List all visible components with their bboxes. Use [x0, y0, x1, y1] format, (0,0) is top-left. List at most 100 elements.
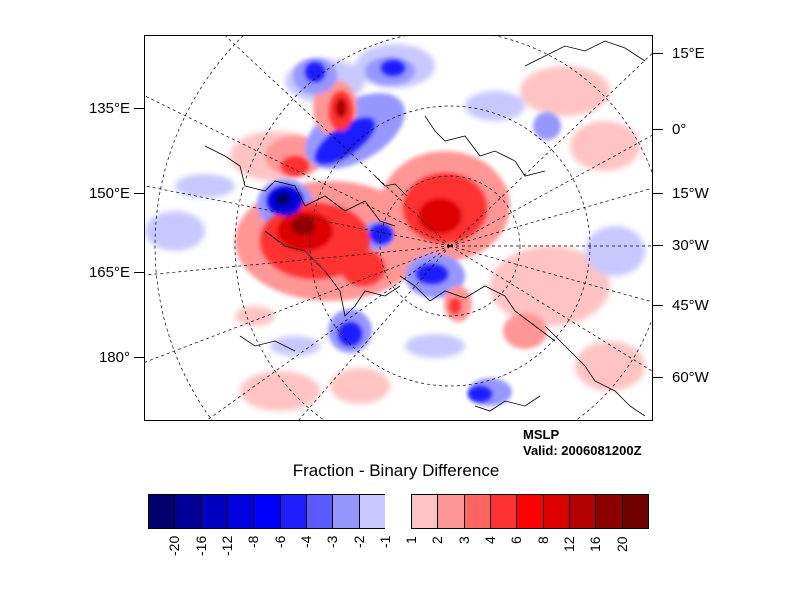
blob	[418, 198, 462, 234]
latitude-circle	[379, 175, 521, 317]
blob	[520, 66, 610, 116]
colorbar-box	[305, 494, 334, 529]
colorbar-level-label: 1	[403, 536, 420, 544]
colorbar-box	[226, 494, 255, 529]
meridian	[206, 245, 451, 420]
colorbar-level-label: 6	[508, 536, 525, 544]
tick-135e	[134, 108, 144, 109]
blob	[405, 334, 465, 358]
lon-label-15w: 15°W	[672, 185, 709, 202]
field-label: MSLP	[523, 427, 560, 442]
colorbar-box	[384, 494, 413, 529]
tick-150e	[134, 193, 144, 194]
tick-15e	[653, 53, 663, 54]
lon-label-30w: 30°W	[672, 237, 709, 254]
colorbar-level-label: 2	[429, 536, 446, 544]
blob	[416, 264, 448, 284]
blob	[305, 62, 325, 82]
blob	[490, 246, 610, 326]
colorbar-level-label: 3	[455, 536, 472, 544]
colorbar-box	[200, 494, 228, 529]
tick-60w	[653, 377, 663, 378]
colorbar-level-label: -16	[192, 535, 209, 556]
colorbar-title: Fraction - Binary Difference	[292, 461, 500, 480]
meridian	[449, 245, 652, 372]
field-strong	[260, 60, 492, 402]
meridian	[449, 134, 652, 247]
colorbar-level-label: -3	[324, 535, 341, 548]
tick-15w	[653, 193, 663, 194]
meridian	[145, 245, 451, 363]
difference-map	[145, 36, 652, 420]
blob	[468, 386, 492, 402]
meridian	[449, 245, 652, 303]
blob	[291, 217, 315, 235]
coastline	[374, 175, 408, 197]
blob	[570, 121, 640, 171]
blob	[449, 298, 461, 314]
colorbar-box	[490, 494, 518, 529]
colorbar	[148, 494, 649, 529]
blob	[465, 91, 525, 121]
colorbar-level-label: -1	[376, 535, 393, 548]
coastline	[424, 115, 546, 177]
tick-180	[134, 357, 144, 358]
lon-label-0: 0°	[672, 121, 687, 138]
blob	[341, 250, 385, 286]
colorbar-box	[621, 494, 649, 529]
colorbar-box	[148, 494, 176, 529]
blob	[145, 211, 205, 251]
colorbar-box	[437, 494, 465, 529]
colorbar-box	[411, 494, 439, 529]
blob	[338, 322, 362, 346]
lon-label-60w: 60°W	[672, 369, 709, 386]
lon-label-135e: 135°E	[88, 100, 130, 117]
coastline	[204, 145, 396, 227]
blob	[281, 156, 309, 176]
colorbar-level-label: 20	[613, 536, 630, 552]
tick-45w	[653, 305, 663, 306]
blob	[503, 313, 547, 349]
blob	[575, 341, 645, 391]
meridian	[449, 53, 652, 247]
colorbar-level-label: 4	[482, 536, 499, 544]
field-light	[145, 44, 645, 411]
colorbar-box	[542, 494, 571, 529]
latitude-circle	[154, 36, 244, 420]
colorbar-box	[595, 494, 623, 529]
lon-label-45w: 45°W	[672, 297, 709, 314]
colorbar-box	[174, 494, 202, 529]
coastline	[239, 335, 296, 352]
colorbar-level-label: -4	[297, 535, 314, 548]
colorbar-level-label: -6	[271, 535, 288, 548]
colorbar-level-label: 8	[534, 536, 551, 544]
valid-time-label: Valid: 2006081200Z	[523, 443, 642, 458]
meridian	[145, 95, 451, 247]
blob	[585, 226, 645, 276]
meridian	[145, 245, 451, 276]
meridian	[449, 187, 652, 247]
colorbar-level-label: 16	[587, 536, 604, 552]
blob	[330, 368, 390, 404]
blob	[270, 336, 320, 356]
colorbar-box	[253, 494, 281, 529]
colorbar-box	[279, 494, 307, 529]
coastlines	[204, 40, 646, 417]
colorbar-box	[332, 494, 360, 529]
blob	[381, 60, 405, 76]
coastline	[544, 325, 646, 417]
colorbar-level-label: -8	[245, 535, 262, 548]
colorbar-level-label: -2	[350, 535, 367, 548]
coastline	[524, 40, 646, 67]
lon-label-15e: 15°E	[672, 45, 705, 62]
colorbar-level-label: 12	[561, 536, 578, 552]
colorbar-level-label: -12	[218, 535, 235, 556]
graticule	[145, 36, 652, 420]
coastline	[399, 275, 556, 342]
colorbar-box	[516, 494, 544, 529]
colorbar-box	[358, 494, 386, 529]
blob	[240, 371, 320, 411]
lon-label-180: 180°	[98, 349, 130, 366]
blob	[369, 224, 393, 244]
map-panel	[144, 35, 653, 421]
